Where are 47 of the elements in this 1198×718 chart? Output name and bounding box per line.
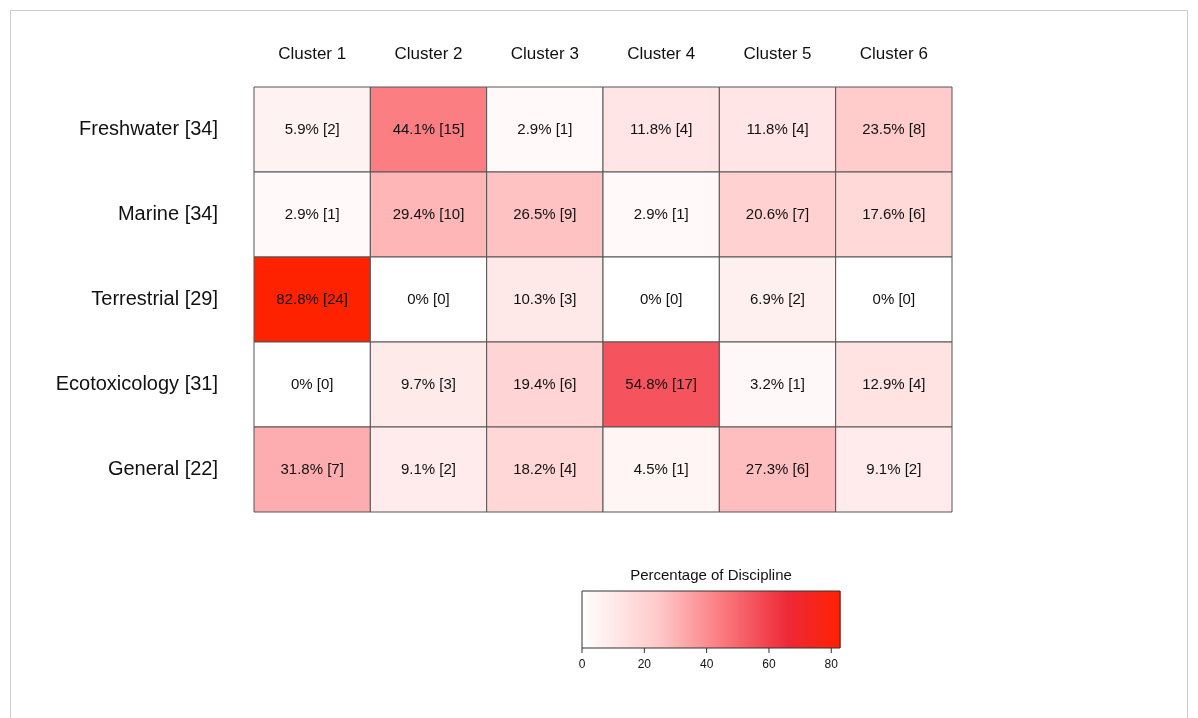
color-bar-label: 20	[637, 657, 652, 672]
data-label: 18.2% [4]	[513, 459, 577, 477]
data-label: 44.1% [15]	[392, 119, 465, 137]
data-label: 2.9% [1]	[284, 204, 340, 222]
color-bar-label: 0	[578, 657, 586, 672]
data-label: 82.8% [24]	[276, 289, 349, 307]
data-label: 29.4% [10]	[392, 204, 465, 222]
data-label: 9.7% [3]	[400, 374, 457, 392]
data-label: 26.5% [9]	[513, 204, 577, 222]
data-label: 4.5% [1]	[633, 459, 689, 477]
data-label: 0% [0]	[872, 289, 916, 307]
data-label: 23.5% [8]	[862, 119, 926, 137]
x-tick-label: Cluster 1	[278, 44, 347, 64]
data-label: 17.6% [6]	[862, 204, 926, 222]
data-label: 0% [0]	[639, 289, 683, 307]
data-label: 54.8% [17]	[625, 374, 698, 392]
color-bar-label: 80	[824, 657, 839, 672]
data-label: 0% [0]	[290, 374, 334, 392]
y-tick-label: Ecotoxicology [31]	[55, 372, 218, 395]
color-bar-label: 40	[699, 657, 714, 672]
data-label: 2.9% [1]	[633, 204, 689, 222]
data-label: 0% [0]	[407, 289, 450, 307]
data-label: 10.3% [3]	[513, 289, 577, 307]
data-label: 20.6% [7]	[745, 204, 810, 222]
x-tick-label: Cluster 3	[510, 44, 579, 64]
y-tick-label: Terrestrial [29]	[91, 287, 218, 310]
data-label: 9.1% [2]	[400, 459, 457, 477]
color-bar-title: Percentage of Discipline	[630, 565, 792, 583]
data-label: 2.9% [1]	[517, 119, 573, 137]
x-tick-label: Cluster 2	[394, 44, 463, 64]
data-label: 11.8% [4]	[630, 119, 693, 137]
x-tick-label: Cluster 4	[627, 44, 696, 64]
color-bar-label: 60	[762, 657, 776, 672]
data-label: 3.2% [1]	[749, 374, 806, 392]
y-tick-label: Freshwater [34]	[79, 117, 218, 140]
y-tick-label: General [22]	[107, 457, 218, 480]
x-tick-label: Cluster 5	[743, 44, 812, 64]
data-label: 31.8% [7]	[280, 459, 344, 477]
y-tick-label: Marine [34]	[117, 202, 218, 225]
data-label: 9.1% [2]	[866, 459, 922, 477]
data-label: 12.9% [4]	[862, 374, 926, 392]
x-tick-label: Cluster 6	[859, 44, 928, 64]
data-label: 19.4% [6]	[513, 374, 577, 392]
data-label: 6.9% [2]	[749, 289, 806, 307]
data-label: 5.9% [2]	[284, 119, 340, 137]
data-label: 11.8% [4]	[746, 119, 809, 137]
data-label: 27.3% [6]	[745, 459, 810, 477]
